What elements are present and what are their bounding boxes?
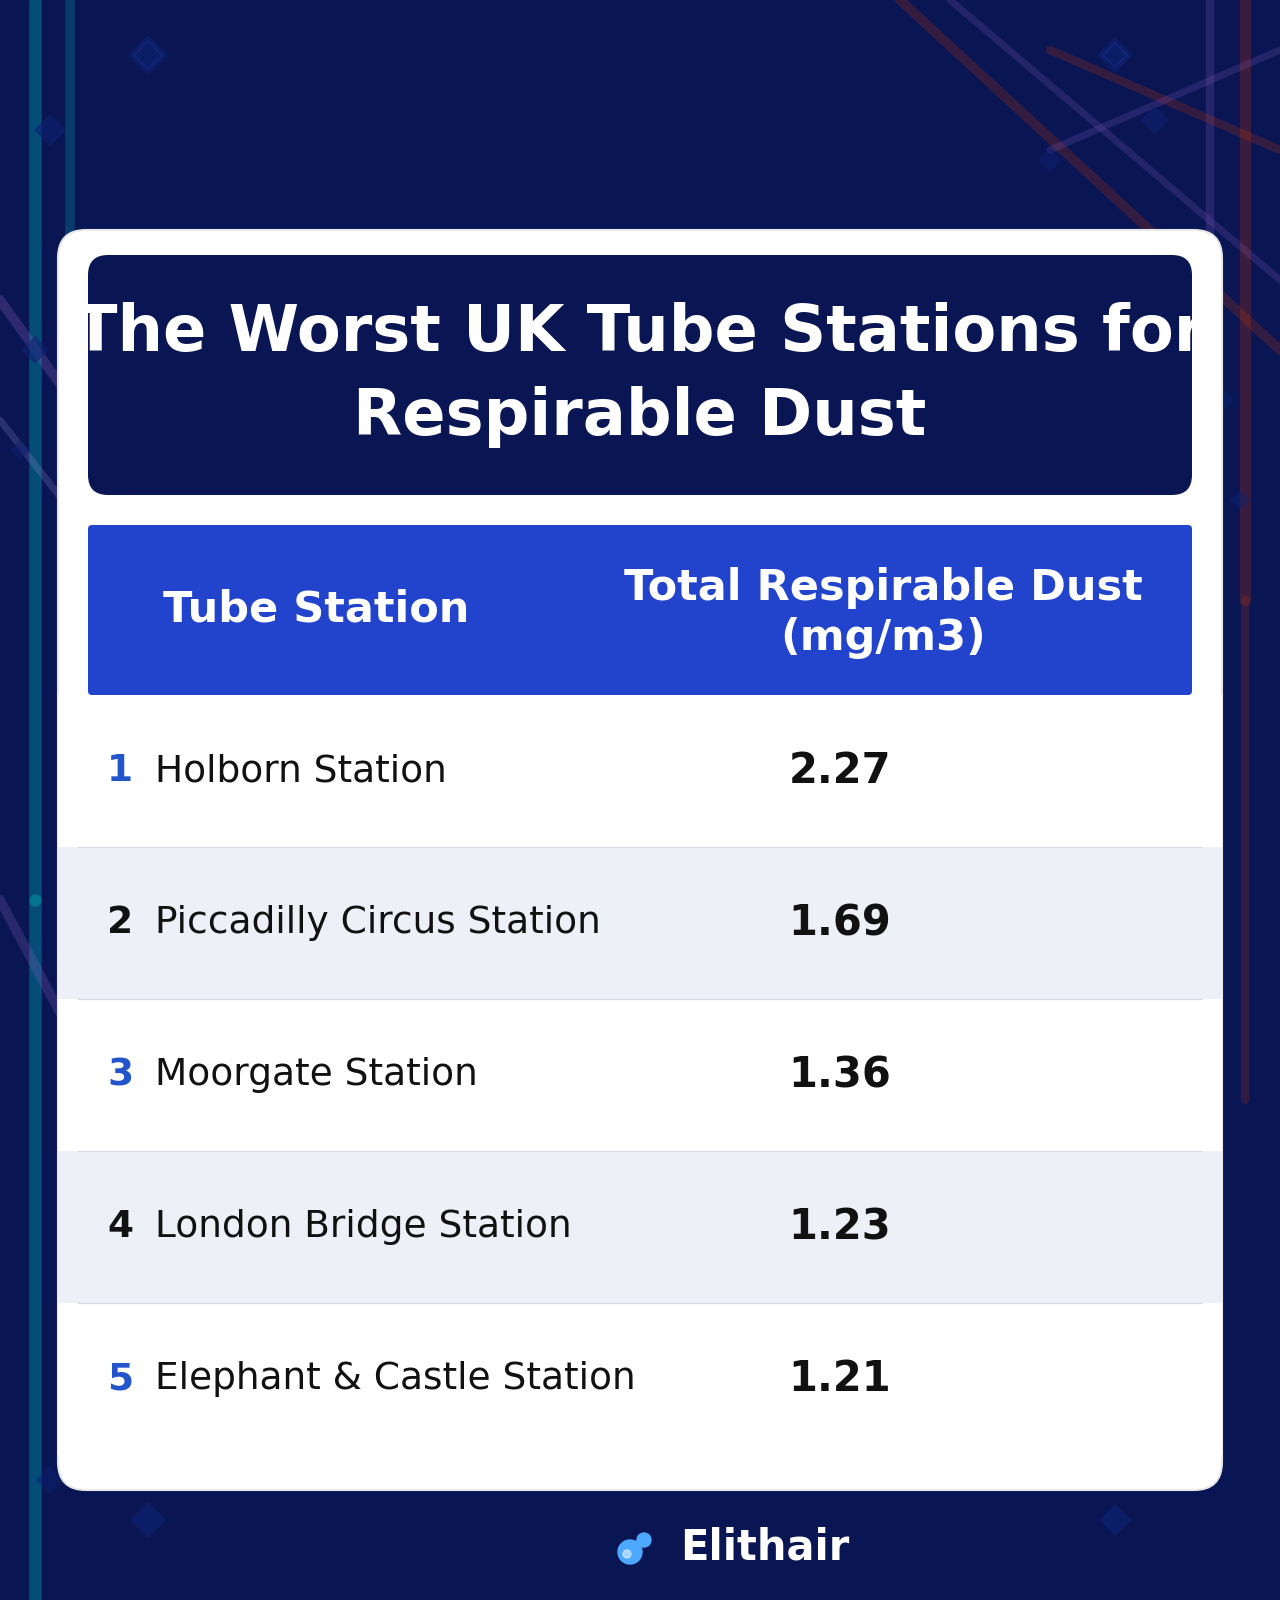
Text: 4: 4 (108, 1210, 133, 1245)
Text: 1.21: 1.21 (788, 1358, 891, 1400)
Bar (58, 694, 1222, 846)
Polygon shape (128, 35, 168, 75)
Text: 1: 1 (108, 754, 133, 789)
FancyBboxPatch shape (88, 525, 1192, 694)
Polygon shape (10, 440, 29, 461)
Text: Respirable Dust: Respirable Dust (353, 386, 927, 448)
Text: 2: 2 (108, 906, 133, 941)
Polygon shape (131, 1502, 166, 1538)
Circle shape (637, 1533, 652, 1547)
Text: Total Respirable Dust: Total Respirable Dust (623, 566, 1142, 610)
FancyBboxPatch shape (58, 230, 1222, 1490)
Circle shape (618, 1539, 643, 1565)
Text: The Worst UK Tube Stations for: The Worst UK Tube Stations for (74, 302, 1206, 365)
Polygon shape (1206, 386, 1234, 414)
Text: 1.69: 1.69 (788, 902, 891, 944)
Polygon shape (1038, 1458, 1062, 1482)
Polygon shape (1038, 149, 1062, 171)
Text: 3: 3 (108, 1058, 133, 1093)
Bar (58, 1150, 1222, 1302)
Bar (621, 550, 639, 570)
Text: 2.27: 2.27 (788, 750, 891, 792)
Text: Holborn Station: Holborn Station (155, 754, 447, 789)
Bar (813, 754, 827, 766)
Bar (58, 846, 1222, 998)
Polygon shape (1140, 106, 1169, 134)
Text: 1.36: 1.36 (788, 1054, 891, 1096)
Polygon shape (20, 336, 49, 365)
Text: Piccadilly Circus Station: Piccadilly Circus Station (155, 906, 600, 941)
Bar (58, 1302, 1222, 1454)
Bar (814, 893, 827, 907)
Text: 1.23: 1.23 (788, 1206, 891, 1248)
Bar (1012, 642, 1028, 658)
Polygon shape (1230, 490, 1251, 510)
Polygon shape (1100, 1504, 1132, 1536)
Bar (622, 702, 637, 717)
Text: Elithair: Elithair (680, 1526, 849, 1570)
Text: Elephant & Castle Station: Elephant & Castle Station (155, 1362, 636, 1397)
Circle shape (623, 1550, 631, 1558)
Text: Moorgate Station: Moorgate Station (155, 1058, 477, 1093)
Polygon shape (36, 1466, 64, 1494)
Text: 5: 5 (108, 1362, 133, 1397)
Polygon shape (1097, 37, 1133, 74)
Bar (58, 998, 1222, 1150)
Text: (mg/m3): (mg/m3) (780, 618, 986, 659)
Polygon shape (35, 114, 67, 146)
Text: Tube Station: Tube Station (163, 589, 470, 630)
Text: London Bridge Station: London Bridge Station (155, 1210, 572, 1245)
FancyBboxPatch shape (88, 254, 1192, 494)
